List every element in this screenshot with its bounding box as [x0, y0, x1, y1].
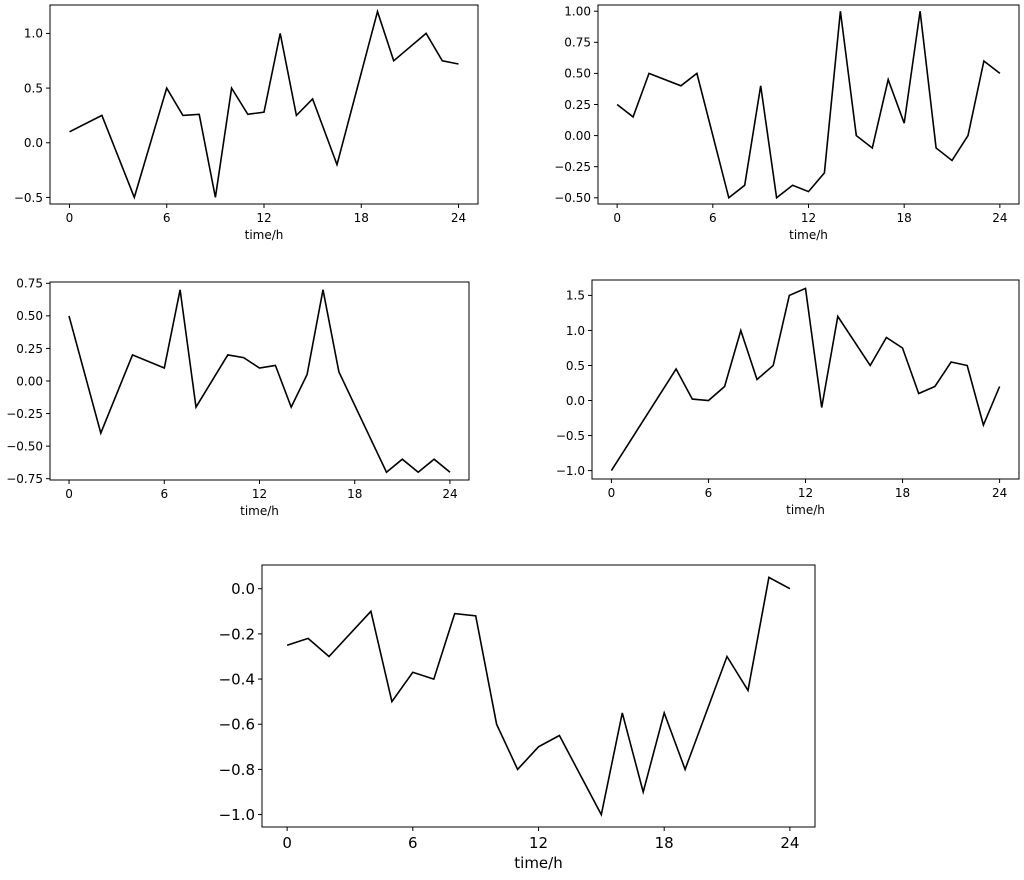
y-tick-label: 0.0 [24, 136, 43, 150]
x-tick-label: 24 [442, 487, 457, 501]
x-tick-label: 0 [613, 211, 621, 225]
subplot-5: 0 6 12 18 24 −1.0 −0.8 −0.6 −0.4 −0.2 0.0 time/h [219, 564, 816, 872]
y-tick-label: 1.00 [564, 5, 591, 19]
x-tick-label: 6 [163, 211, 171, 225]
x-tick-label: 24 [992, 486, 1007, 500]
y-tick-label: 0.50 [564, 67, 591, 81]
x-tick-label: 6 [160, 487, 168, 501]
y-tick-label: −0.50 [6, 439, 43, 453]
y-tick-label: −0.4 [219, 670, 255, 688]
y-tick-label: 0.75 [16, 277, 43, 291]
x-axis-label: time/h [514, 854, 562, 872]
series-line [610, 287, 1001, 472]
y-tick-label: 0.25 [16, 342, 43, 356]
x-tick-label: 0 [66, 211, 74, 225]
x-axis-label: time/h [789, 228, 828, 242]
y-tick-label: −0.25 [6, 407, 43, 421]
y-tick-label: 0.75 [564, 36, 591, 50]
x-tick-label: 12 [529, 834, 548, 852]
y-tick-label: −0.5 [556, 429, 585, 443]
series-line [69, 8, 459, 200]
y-tick-label: −0.25 [554, 160, 591, 174]
subplot-3: 0 6 12 18 24 −0.75 −0.50 −0.25 0.00 0.25 0.50 0.75 t… [6, 277, 470, 518]
y-tick-label: −0.6 [219, 716, 255, 734]
x-tick-label: 12 [252, 487, 267, 501]
x-axis-label: time/h [245, 228, 284, 242]
y-tick-label: 1.0 [24, 27, 43, 41]
y-tick-label: 0.00 [564, 129, 591, 143]
x-tick-label: 12 [256, 211, 271, 225]
y-tick-label: −0.5 [14, 191, 43, 205]
plot-area-frame [49, 4, 479, 205]
plot-area-frame [597, 4, 1020, 205]
y-tick-label: 0.00 [16, 374, 43, 388]
y-tick-label: −0.8 [219, 761, 255, 779]
plot-area-frame [49, 281, 470, 481]
y-tick-label: −1.0 [219, 806, 255, 824]
subplot-2: 0 6 12 18 24 −0.50 −0.25 0.00 0.25 0.50 0.75 1.00 ti… [554, 4, 1020, 242]
x-axis-label: time/h [240, 504, 279, 518]
x-tick-label: 6 [705, 486, 713, 500]
x-tick-label: 6 [408, 834, 418, 852]
y-tick-label: −0.75 [6, 472, 43, 486]
y-tick-label: 0.0 [566, 394, 585, 408]
y-tick-label: 1.5 [566, 289, 585, 303]
x-tick-label: 18 [655, 834, 674, 852]
y-tick-label: 0.0 [231, 580, 255, 598]
x-tick-label: 12 [801, 211, 816, 225]
x-tick-label: 24 [451, 211, 466, 225]
x-tick-label: 0 [65, 487, 73, 501]
x-tick-label: 18 [895, 486, 910, 500]
y-tick-label: −1.0 [556, 464, 585, 478]
x-tick-label: 24 [780, 834, 799, 852]
x-tick-label: 0 [608, 486, 616, 500]
y-tick-label: 1.0 [566, 324, 585, 338]
series-line [286, 576, 791, 817]
x-tick-label: 6 [709, 211, 717, 225]
y-tick-label: 0.5 [566, 359, 585, 373]
x-tick-label: 18 [347, 487, 362, 501]
y-tick-label: 0.25 [564, 98, 591, 112]
series-line [68, 289, 451, 474]
plot-area-frame [261, 564, 816, 828]
x-tick-label: 18 [354, 211, 369, 225]
plot-area-frame [591, 279, 1020, 480]
x-tick-label: 24 [992, 211, 1007, 225]
x-tick-label: 12 [798, 486, 813, 500]
series-line [616, 11, 1001, 200]
x-tick-label: 18 [897, 211, 912, 225]
subplot-4: 0 6 12 18 24 −1.0 −0.5 0.0 0.5 1.0 1.5 time/h [556, 279, 1020, 517]
x-tick-label: 0 [282, 834, 292, 852]
y-tick-label: 0.50 [16, 309, 43, 323]
y-tick-label: −0.2 [219, 625, 255, 643]
y-tick-label: −0.50 [554, 191, 591, 205]
x-axis-label: time/h [786, 503, 825, 517]
y-tick-label: 0.5 [24, 81, 43, 95]
subplot-1: 0 6 12 18 24 −0.5 0.0 0.5 1.0 time/h [14, 4, 479, 242]
